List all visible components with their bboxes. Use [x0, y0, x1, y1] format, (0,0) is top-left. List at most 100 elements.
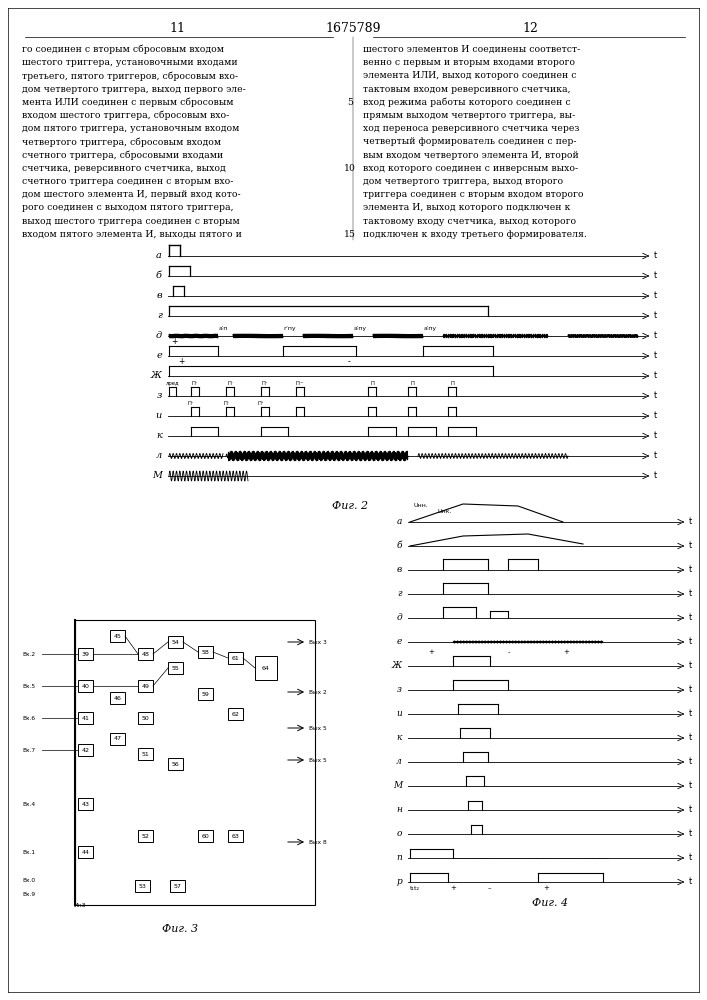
Text: 46: 46 [114, 696, 122, 700]
Text: П: П [410, 381, 414, 386]
Text: к: к [156, 432, 162, 440]
Text: t: t [654, 251, 658, 260]
Text: д: д [156, 332, 162, 340]
Text: t: t [689, 878, 692, 886]
Bar [228, 708, 243, 720]
Text: мента ИЛИ соединен с первым сбросовым: мента ИЛИ соединен с первым сбросовым [22, 98, 233, 107]
Text: третьего, пятого триггеров, сбросовым вхо-: третьего, пятого триггеров, сбросовым вх… [22, 71, 238, 81]
Text: 60: 60 [201, 834, 209, 838]
Text: 62: 62 [232, 712, 240, 716]
Text: а: а [397, 518, 402, 526]
Text: г: г [397, 589, 402, 598]
Text: венно с первым и вторым входами второго: венно с первым и вторым входами второго [363, 58, 575, 67]
Text: –: – [488, 885, 491, 891]
Bar [170, 880, 185, 892]
Text: г: г [157, 312, 162, 320]
Text: t: t [654, 412, 658, 420]
Text: рого соединен с выходом пятого триггера,: рого соединен с выходом пятого триггера, [22, 203, 233, 212]
Bar [78, 846, 93, 858]
Text: Вых 8: Вых 8 [309, 840, 327, 844]
Text: Вх.4: Вх.4 [22, 802, 35, 806]
Text: прямым выходом четвертого триггера, вы-: прямым выходом четвертого триггера, вы- [363, 111, 575, 120]
Text: 49: 49 [141, 684, 149, 688]
Text: Фиг. 2: Фиг. 2 [332, 501, 368, 511]
Text: входом шестого триггера, сбросовым вхо-: входом шестого триггера, сбросовым вхо- [22, 111, 229, 120]
Text: элемента ИЛИ, выход которого соединен с: элемента ИЛИ, выход которого соединен с [363, 71, 576, 80]
Bar [110, 733, 125, 745]
Bar [138, 830, 153, 842]
Text: з: з [157, 391, 162, 400]
Text: Ик3: Ик3 [73, 903, 86, 908]
Text: М: М [393, 782, 402, 790]
Bar [228, 652, 243, 664]
Text: t: t [689, 734, 692, 742]
Bar [78, 798, 93, 810]
Text: 63: 63 [232, 834, 240, 838]
Text: д: д [396, 613, 402, 622]
Text: счетного триггера, сбросовыми входами: счетного триггера, сбросовыми входами [22, 151, 223, 160]
Text: Вх.0: Вх.0 [22, 878, 35, 882]
Text: t: t [689, 518, 692, 526]
Text: 48: 48 [141, 652, 149, 656]
Text: триггера соединен с вторым входом второго: триггера соединен с вторым входом второг… [363, 190, 583, 199]
Text: четвертый формирователь соединен с пер-: четвертый формирователь соединен с пер- [363, 137, 576, 146]
Bar [138, 748, 153, 760]
Text: шестого триггера, установочными входами: шестого триггера, установочными входами [22, 58, 238, 67]
Text: вым входом четвертого элемента И, второй: вым входом четвертого элемента И, второй [363, 151, 579, 160]
Text: t: t [689, 710, 692, 718]
Text: 58: 58 [201, 650, 209, 654]
Text: Вых 2: Вых 2 [309, 690, 327, 694]
Text: з: з [397, 686, 402, 694]
Text: t: t [654, 292, 658, 300]
Text: 51: 51 [141, 752, 149, 756]
Bar [198, 646, 213, 658]
Text: t: t [689, 806, 692, 814]
Text: а′п: а′п [218, 326, 228, 331]
Text: 57: 57 [173, 884, 182, 888]
Text: шестого элементов И соединены соответст-: шестого элементов И соединены соответст- [363, 45, 580, 54]
Text: П: П [370, 381, 374, 386]
Text: л: л [156, 452, 162, 460]
Bar [75, 620, 315, 905]
Text: вход режима работы которого соединен с: вход режима работы которого соединен с [363, 98, 571, 107]
Text: а′пу: а′пу [423, 326, 436, 331]
Text: 43: 43 [81, 802, 90, 806]
Bar [138, 680, 153, 692]
Text: Вых 5: Вых 5 [309, 726, 327, 730]
Text: t: t [689, 854, 692, 862]
Bar [255, 656, 277, 680]
Text: t: t [654, 391, 658, 400]
Text: t: t [654, 452, 658, 460]
Text: +: + [450, 885, 456, 891]
Text: выход шестого триггера соединен с вторым: выход шестого триггера соединен с вторым [22, 217, 240, 226]
Text: t: t [654, 332, 658, 340]
Bar [110, 630, 125, 642]
Text: 5: 5 [347, 98, 353, 107]
Text: П: П [450, 381, 454, 386]
Text: 52: 52 [141, 834, 149, 838]
Text: +: + [178, 357, 185, 366]
Text: Фиг. 3: Фиг. 3 [162, 924, 198, 934]
Text: t₁t₂: t₁t₂ [410, 886, 420, 891]
Text: t: t [654, 432, 658, 440]
Text: +: + [543, 885, 549, 891]
Bar [110, 692, 125, 704]
Text: П¹⁰: П¹⁰ [296, 381, 304, 386]
Text: П²: П² [192, 381, 198, 386]
Text: Вых 3: Вых 3 [309, 640, 327, 645]
Bar [78, 648, 93, 660]
Text: четвертого триггера, сбросовым входом: четвертого триггера, сбросовым входом [22, 137, 221, 147]
Bar [168, 662, 183, 674]
Bar [78, 744, 93, 756]
Text: t: t [689, 638, 692, 647]
Text: t: t [689, 589, 692, 598]
Text: Вых 5: Вых 5 [309, 758, 327, 762]
Text: П¹: П¹ [227, 381, 233, 386]
Text: 11: 11 [169, 22, 185, 35]
Text: Uнн.: Uнн. [413, 503, 428, 508]
Text: 59: 59 [201, 692, 209, 696]
Text: П¹: П¹ [223, 401, 229, 406]
Text: 15: 15 [344, 230, 356, 239]
Text: р: р [396, 878, 402, 886]
Text: 55: 55 [172, 666, 180, 670]
